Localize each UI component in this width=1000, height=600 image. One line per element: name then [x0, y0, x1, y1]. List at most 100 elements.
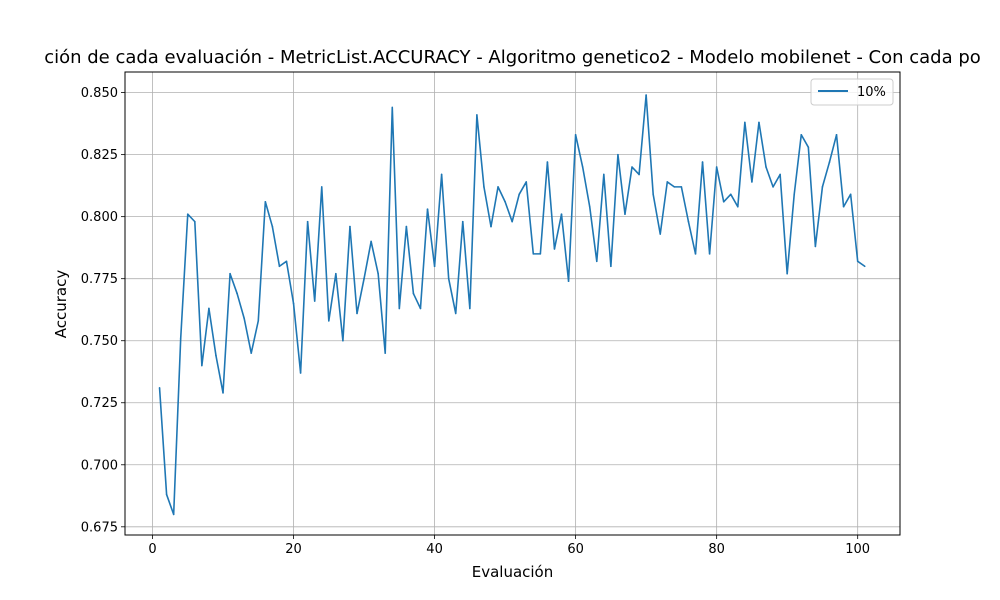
data-point	[342, 339, 344, 342]
y-tick-label: 0.800	[81, 210, 118, 225]
data-point	[172, 513, 175, 516]
data-point	[863, 265, 866, 268]
data-point	[257, 320, 260, 322]
data-point	[440, 173, 443, 176]
data-point	[624, 213, 626, 215]
data-point	[426, 208, 429, 211]
data-point	[313, 300, 316, 302]
data-point	[525, 181, 528, 183]
data-point	[779, 173, 781, 176]
data-point	[271, 225, 274, 228]
data-point	[603, 173, 605, 176]
data-point	[652, 193, 654, 196]
y-tick-label: 0.700	[81, 458, 118, 473]
data-point	[335, 272, 337, 275]
data-point	[807, 146, 810, 148]
data-point	[645, 94, 647, 96]
data-point	[483, 186, 485, 188]
data-point	[828, 161, 831, 163]
series-lines	[158, 94, 866, 516]
data-point	[694, 253, 697, 255]
data-point	[370, 240, 372, 243]
data-point	[553, 248, 556, 250]
data-point	[356, 312, 358, 315]
data-point	[722, 200, 725, 203]
y-axis-label: Accuracy	[52, 270, 70, 339]
x-tick-label: 0	[148, 542, 156, 557]
series-line-0	[158, 94, 866, 516]
data-point	[849, 193, 852, 196]
data-point	[708, 253, 711, 255]
data-point	[772, 186, 774, 188]
data-point	[264, 200, 267, 203]
data-point	[285, 260, 288, 263]
data-point	[729, 193, 732, 196]
data-point	[687, 220, 690, 223]
data-point	[821, 186, 824, 188]
x-axis-label: Evaluación	[472, 563, 554, 581]
data-point	[758, 121, 760, 124]
data-point	[751, 181, 753, 183]
data-point	[419, 307, 422, 310]
data-point	[201, 364, 203, 367]
data-point	[610, 265, 612, 268]
data-point	[659, 233, 662, 235]
legend: 10%	[810, 78, 894, 106]
data-point	[328, 320, 330, 322]
data-point	[229, 272, 231, 275]
data-point	[461, 220, 464, 223]
data-point	[518, 193, 520, 196]
data-point	[250, 352, 253, 354]
data-point	[497, 186, 499, 188]
data-point	[405, 225, 408, 228]
y-tick-label: 0.775	[81, 272, 118, 287]
data-point	[292, 302, 295, 305]
legend-box	[810, 78, 894, 106]
data-point	[560, 213, 563, 215]
data-point	[215, 354, 217, 357]
x-tick-label: 80	[708, 542, 725, 557]
x-tick-label: 100	[845, 542, 870, 557]
data-point	[793, 193, 796, 196]
data-point	[842, 205, 845, 208]
data-point	[835, 133, 838, 136]
data-point	[194, 220, 196, 223]
data-point	[243, 317, 245, 320]
x-tick-label: 40	[426, 542, 443, 557]
data-point	[377, 272, 379, 275]
data-point	[617, 153, 619, 156]
plot-area-frame	[124, 71, 901, 536]
data-point	[581, 166, 584, 168]
legend-label: 10%	[857, 85, 886, 100]
data-point	[744, 121, 746, 124]
data-point	[158, 387, 161, 389]
data-point	[384, 352, 387, 354]
data-point	[715, 166, 718, 168]
data-point	[412, 292, 415, 295]
data-point	[278, 265, 281, 268]
data-point	[299, 372, 302, 374]
grid-lines	[125, 72, 900, 535]
data-point	[306, 220, 309, 223]
data-point	[800, 133, 803, 136]
data-point	[447, 277, 450, 280]
x-tick-label: 20	[285, 542, 302, 557]
data-point	[673, 186, 676, 188]
data-point	[546, 161, 549, 163]
y-tick-label: 0.825	[81, 148, 118, 163]
data-point	[786, 272, 788, 275]
data-point	[476, 114, 478, 116]
data-point	[595, 260, 598, 263]
y-tick-label: 0.725	[81, 396, 118, 411]
y-tick-label: 0.750	[81, 334, 118, 349]
data-point	[236, 292, 238, 295]
data-point	[737, 205, 739, 208]
y-tick-label: 0.675	[81, 520, 118, 535]
data-point	[666, 181, 669, 183]
data-point	[574, 133, 577, 136]
data-point	[631, 166, 633, 168]
data-point	[320, 186, 323, 188]
data-point	[398, 307, 401, 310]
data-point	[856, 260, 859, 263]
data-point	[165, 493, 168, 496]
